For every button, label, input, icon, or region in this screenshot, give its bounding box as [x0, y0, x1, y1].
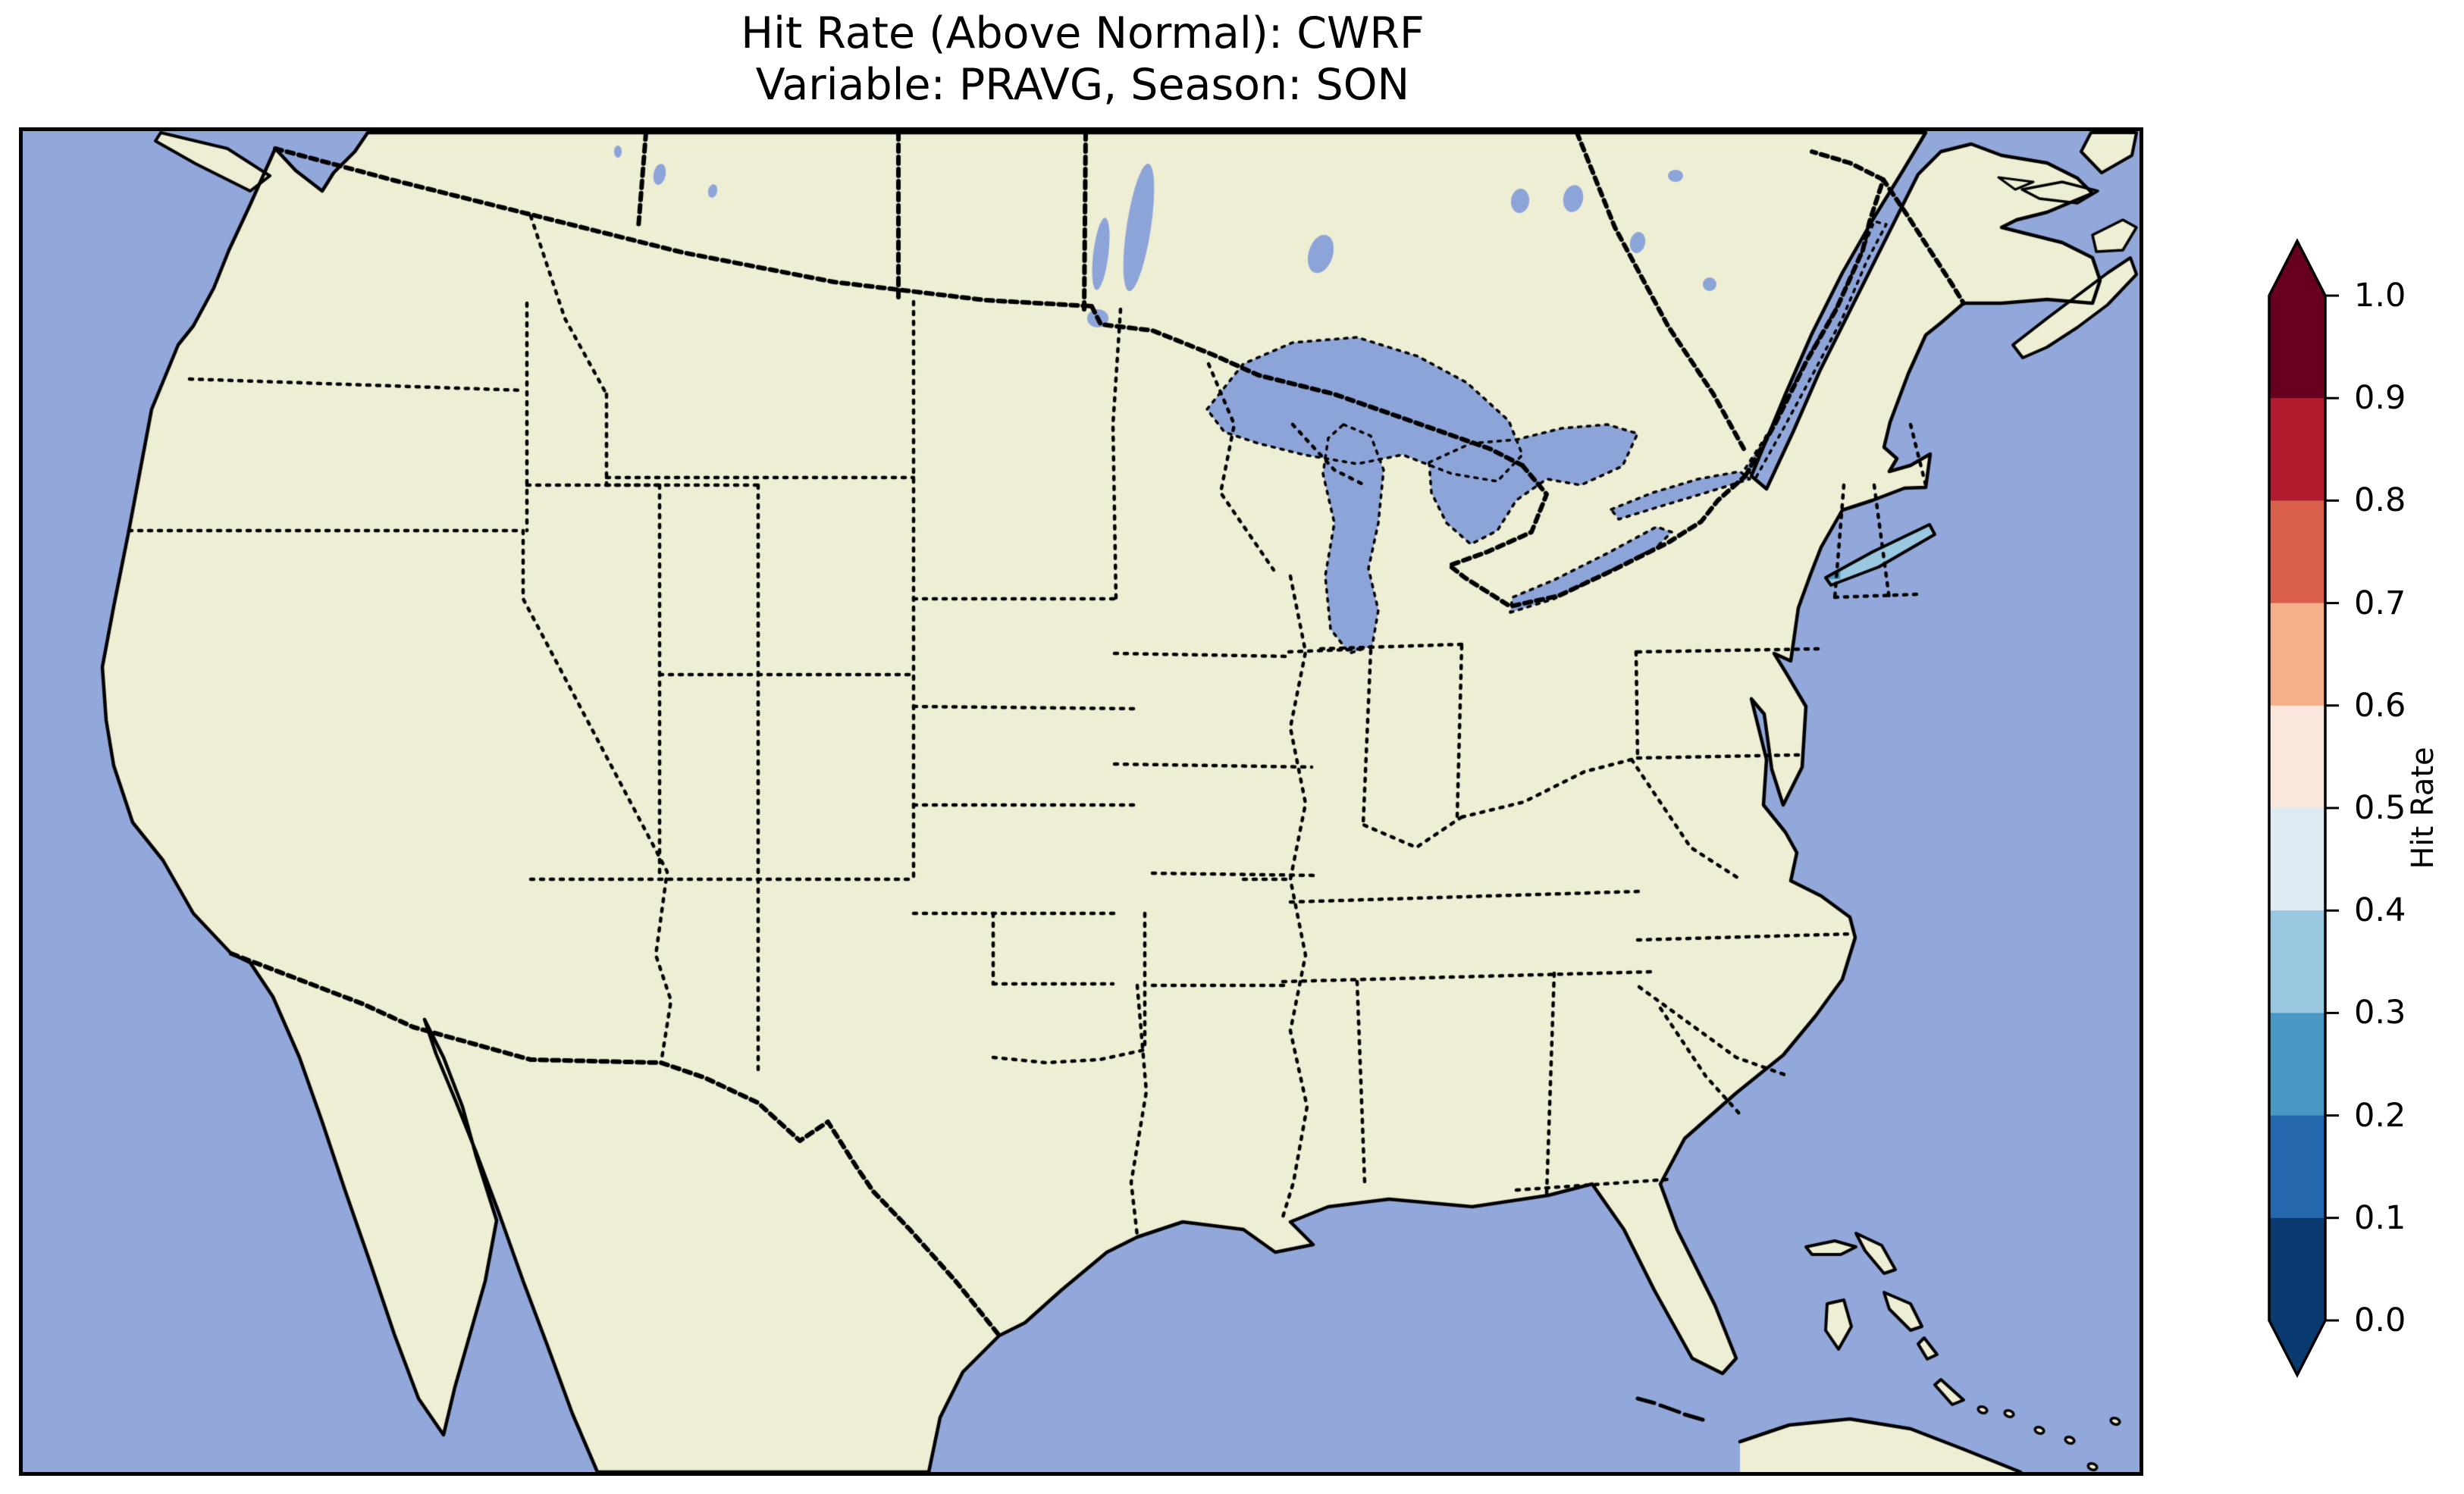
colorbar-tick-label: 0.9 — [2354, 379, 2406, 418]
colorbar-tick-label: 0.8 — [2354, 481, 2406, 520]
colorbar-bin-7 — [2269, 500, 2325, 604]
colorbar-tick-label: 0.7 — [2354, 584, 2406, 622]
colorbar-axis-label: Hit Rate — [2406, 747, 2440, 869]
colorbar-bin-4 — [2269, 808, 2325, 911]
colorbar-tick-label: 0.1 — [2354, 1198, 2406, 1237]
colorbar-bin-8 — [2269, 398, 2325, 501]
figure-title-line1: Hit Rate (Above Normal): CWRF — [741, 8, 1425, 58]
colorbar-tick-label: 0.5 — [2354, 789, 2406, 827]
colorbar-tick-label: 0.0 — [2354, 1301, 2406, 1339]
colorbar-bar — [2268, 238, 2339, 1378]
colorbar-tick-label: 0.6 — [2354, 686, 2406, 725]
colorbar-tick-label: 0.2 — [2354, 1096, 2406, 1135]
colorbar-bin-5 — [2269, 705, 2325, 809]
colorbar-tick-label: 0.4 — [2354, 891, 2406, 930]
colorbar-tick-label: 1.0 — [2354, 277, 2406, 315]
map-panel — [19, 127, 2143, 1476]
colorbar-bin-6 — [2269, 603, 2325, 706]
figure-title: Hit Rate (Above Normal): CWRF Variable: … — [741, 8, 1425, 111]
colorbar-bin-1 — [2269, 1115, 2325, 1219]
colorbar-bin-0 — [2269, 1217, 2325, 1321]
colorbar-tick-label: 0.3 — [2354, 994, 2406, 1032]
colorbar-extend-under-triangle — [2269, 1320, 2325, 1375]
colorbar-bin-3 — [2269, 910, 2325, 1013]
colorbar — [2262, 227, 2459, 1395]
colorbar-extend-over-triangle — [2269, 241, 2325, 296]
us-hit-rate-map-canvas — [23, 131, 2140, 1472]
colorbar-bin-9 — [2269, 296, 2325, 399]
colorbar-bin-2 — [2269, 1013, 2325, 1117]
figure-title-line2: Variable: PRAVG, Season: SON — [755, 60, 1410, 110]
